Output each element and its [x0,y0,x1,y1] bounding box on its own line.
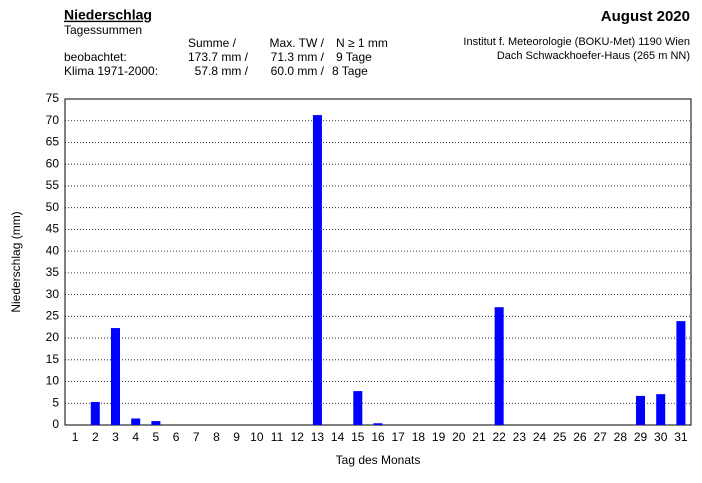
y-tick-label: 35 [46,265,60,279]
bar [353,391,363,425]
bar [676,321,686,425]
x-tick-label: 10 [250,430,264,444]
x-tick-label: 17 [392,430,406,444]
subtitle: Tagessummen [64,23,142,37]
y-tick-label: 30 [46,287,60,301]
bar [90,401,100,425]
y-tick-label: 65 [46,135,60,149]
bar [131,418,141,425]
y-tick-label: 20 [46,330,60,344]
x-axis-label: Tag des Monats [336,453,421,467]
summary-cell: 71.3 mm / [271,50,325,64]
x-tick-label: 8 [213,430,220,444]
x-tick-label: 31 [674,430,688,444]
y-tick-label: 75 [46,91,60,105]
summary-label: Klima 1971-2000: [64,64,158,78]
chart-title: Niederschlag [64,7,152,23]
summary-label: beobachtet: [64,50,127,64]
y-tick-label: 70 [46,113,60,127]
date: August 2020 [601,8,690,25]
x-tick-label: 15 [351,430,365,444]
x-tick-label: 5 [153,430,160,444]
y-tick-label: 60 [46,156,60,170]
x-tick-label: 21 [472,430,486,444]
x-tick-label: 12 [291,430,305,444]
source: Institut f. Meteorologie (BOKU-Met) 1190… [463,36,690,48]
source: Dach Schwackhoefer-Haus (265 m NN) [497,50,690,62]
x-tick-label: 6 [173,430,180,444]
x-tick-label: 4 [132,430,139,444]
x-tick-label: 18 [412,430,426,444]
summary-cell: 8 Tage [332,64,368,78]
y-tick-label: 5 [52,395,59,409]
x-tick-label: 24 [533,430,547,444]
y-tick-label: 10 [46,374,60,388]
summary-cell: 57.8 mm / [195,64,249,78]
bar [656,394,666,425]
x-tick-label: 11 [271,430,284,444]
y-tick-label: 15 [46,352,60,366]
y-tick-label: 50 [46,200,60,214]
y-tick-label: 0 [52,417,59,431]
summary-cell: 9 Tage [336,50,372,64]
x-tick-label: 25 [553,430,567,444]
x-tick-label: 20 [452,430,466,444]
bar [494,307,504,425]
y-tick-label: 55 [46,178,60,192]
y-axis-label: Niederschlag (mm) [9,211,23,312]
bar [373,423,383,425]
x-tick-label: 30 [654,430,668,444]
x-tick-label: 3 [112,430,119,444]
bar [151,421,161,425]
x-tick-label: 14 [331,430,345,444]
x-tick-label: 27 [593,430,607,444]
bar [110,328,120,425]
summary-header: N ≥ 1 mm [336,36,388,50]
x-tick-label: 22 [492,430,506,444]
summary-cell: 173.7 mm / [188,50,249,64]
summary-header: Summe / [188,36,237,50]
x-tick-label: 26 [573,430,587,444]
x-tick-label: 1 [72,430,79,444]
x-tick-label: 29 [634,430,648,444]
x-tick-label: 28 [614,430,628,444]
y-tick-label: 45 [46,222,60,236]
x-tick-label: 23 [513,430,527,444]
x-tick-label: 13 [311,430,325,444]
summary-header: Max. TW / [270,36,325,50]
x-tick-label: 7 [193,430,200,444]
x-tick-label: 2 [92,430,99,444]
y-tick-label: 40 [46,243,60,257]
x-tick-label: 16 [371,430,385,444]
x-tick-label: 19 [432,430,446,444]
summary-cell: 60.0 mm / [271,64,325,78]
x-tick-label: 9 [233,430,240,444]
y-tick-label: 25 [46,309,60,323]
bar [636,395,646,425]
bar [312,115,322,425]
plot-frame [64,98,692,426]
